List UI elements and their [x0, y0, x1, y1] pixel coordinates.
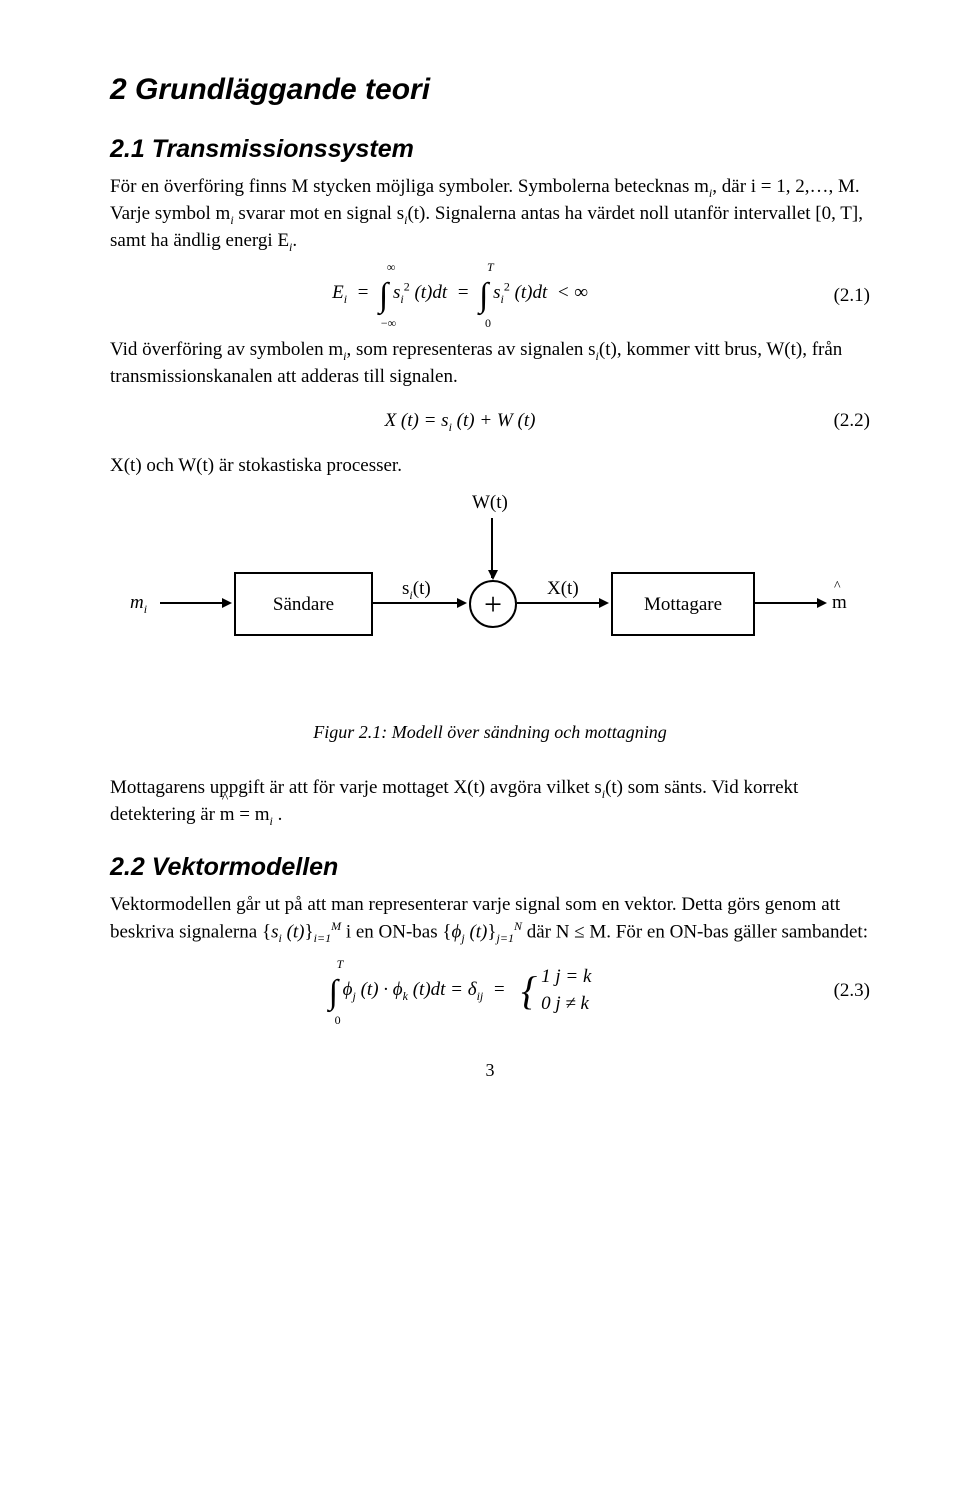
- eq-text: (t) + W (t): [452, 410, 536, 431]
- sec21-para4: Mottagarens uppgift är att för varje mot…: [110, 775, 870, 829]
- section-2-2-title: 2.2 Vektormodellen: [110, 851, 870, 885]
- equation-2-2: X (t) = si (t) + W (t) (2.2): [110, 408, 870, 435]
- text: Mottagarens uppgift är att för varje mot…: [110, 777, 602, 798]
- case-2: 0 j ≠ k: [541, 991, 591, 1018]
- equation-2-1: Ei = ∞ ∫ −∞ si2 (t)dt = T ∫ 0 si2 (t)dt …: [110, 273, 870, 319]
- sec22-para1: Vektormodellen går ut på att man represe…: [110, 892, 870, 946]
- sec21-para3: X(t) och W(t) är stokastiska processer.: [110, 453, 870, 479]
- eq-text: X (t) = s: [385, 410, 449, 431]
- label-sit: si(t): [402, 576, 431, 603]
- equation-2-3: T ∫ 0 ϕj (t) · ϕk (t)dt = δij = { 1 j = …: [110, 964, 870, 1017]
- text: , som representeras av signalen s: [347, 339, 596, 360]
- arrow-right: [755, 602, 825, 604]
- text: Vid överföring av symbolen m: [110, 339, 343, 360]
- arrow-right: [517, 602, 607, 604]
- box-label: Mottagare: [644, 592, 722, 618]
- sec21-para2: Vid överföring av symbolen mi, som repre…: [110, 337, 870, 390]
- figure-caption: Figur 2.1: Modell över sändning och mott…: [110, 720, 870, 744]
- page-title: 2 Grundläggande teori: [110, 70, 870, 111]
- equation-number: (2.2): [810, 408, 870, 434]
- equation-body: Ei = ∞ ∫ −∞ si2 (t)dt = T ∫ 0 si2 (t)dt …: [110, 273, 810, 319]
- box-receiver: Mottagare: [611, 572, 755, 636]
- figure-2-1-diagram: W(t) mi Sändare si(t) + X(t) Mottagare m: [130, 490, 850, 710]
- box-sender: Sändare: [234, 572, 373, 636]
- label-mhat: m: [832, 590, 847, 616]
- equation-number: (2.3): [810, 978, 870, 1004]
- equation-body: T ∫ 0 ϕj (t) · ϕk (t)dt = δij = { 1 j = …: [110, 964, 810, 1017]
- text: i en ON-bas: [346, 921, 443, 942]
- text: svarar mot en signal s: [234, 203, 404, 224]
- label-xt: X(t): [547, 576, 579, 602]
- label-mi: mi: [130, 590, 147, 617]
- page-number: 3: [110, 1058, 870, 1082]
- box-label: Sändare: [273, 592, 334, 618]
- arrow-down: [491, 518, 493, 578]
- text: = m: [235, 804, 270, 825]
- text: .: [273, 804, 283, 825]
- case-1: 1 j = k: [541, 964, 591, 991]
- equation-number: (2.1): [810, 283, 870, 309]
- arrow-right: [373, 602, 465, 604]
- text: För en överföring finns M stycken möjlig…: [110, 176, 709, 197]
- text: där N ≤ M. För en ON-bas gäller sambande…: [527, 921, 868, 942]
- text: .: [292, 230, 297, 251]
- arrow-right: [160, 602, 230, 604]
- sec21-para1: För en överföring finns M stycken möjlig…: [110, 174, 870, 255]
- section-2-1-title: 2.1 Transmissionssystem: [110, 133, 870, 167]
- equation-body: X (t) = si (t) + W (t): [110, 408, 810, 435]
- summing-node: +: [469, 580, 517, 628]
- label-wt: W(t): [472, 490, 508, 516]
- plus-sign: +: [484, 588, 502, 620]
